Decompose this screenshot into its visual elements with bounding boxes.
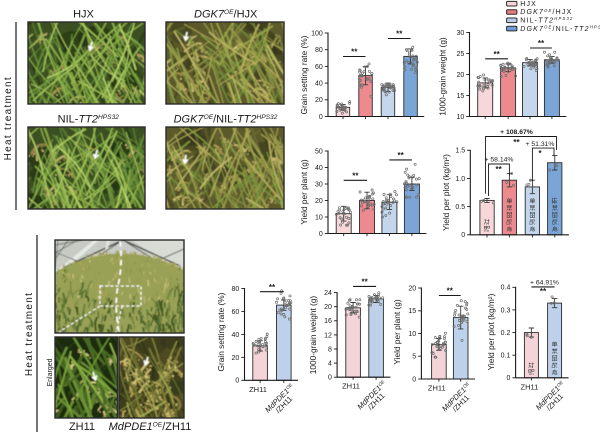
svg-text:MdPDE1OE/ZH11: MdPDE1OE/ZH11 bbox=[109, 421, 192, 433]
svg-text:**: ** bbox=[447, 287, 454, 296]
svg-text:Grain setting rate (%): Grain setting rate (%) bbox=[299, 35, 309, 114]
svg-text:0.4: 0.4 bbox=[501, 285, 511, 292]
svg-text:20: 20 bbox=[408, 285, 416, 292]
svg-text:**: ** bbox=[351, 48, 358, 57]
svg-text:20: 20 bbox=[232, 355, 240, 362]
svg-text:0: 0 bbox=[319, 114, 323, 121]
svg-text:+ 51.31%: + 51.31% bbox=[526, 141, 555, 148]
svg-text:20: 20 bbox=[315, 97, 323, 104]
svg-text:**: ** bbox=[396, 30, 403, 39]
svg-text:0: 0 bbox=[461, 232, 465, 239]
svg-text:80: 80 bbox=[232, 286, 240, 293]
svg-text:0: 0 bbox=[506, 375, 510, 382]
svg-text:ZH11: ZH11 bbox=[521, 382, 539, 391]
svg-text:0: 0 bbox=[235, 378, 239, 385]
svg-text:4: 4 bbox=[328, 361, 332, 368]
svg-text:HJX: HJX bbox=[73, 9, 94, 21]
svg-text:Yield per plot (kg/m²): Yield per plot (kg/m²) bbox=[486, 293, 496, 370]
svg-text:50: 50 bbox=[315, 148, 323, 155]
svg-text:12: 12 bbox=[324, 332, 332, 339]
svg-text:1000-grain weight (g): 1000-grain weight (g) bbox=[437, 37, 447, 116]
svg-text:15: 15 bbox=[457, 93, 465, 100]
svg-text:DGK7OE/HJX: DGK7OE/HJX bbox=[520, 8, 572, 16]
svg-text:NIL-TT2HPS32: NIL-TT2HPS32 bbox=[58, 114, 120, 126]
svg-text:*: * bbox=[538, 149, 542, 158]
svg-text:Yield per plot (kg/m²): Yield per plot (kg/m²) bbox=[441, 154, 451, 231]
svg-text:0: 0 bbox=[319, 231, 323, 238]
svg-text:16: 16 bbox=[324, 318, 332, 325]
svg-text:0.2: 0.2 bbox=[501, 330, 511, 337]
svg-text:20: 20 bbox=[324, 304, 332, 311]
svg-text:Heat treatment: Heat treatment bbox=[3, 76, 14, 160]
svg-text:1.0: 1.0 bbox=[455, 176, 465, 183]
svg-text:Heat treatment: Heat treatment bbox=[24, 292, 35, 376]
svg-text:**: ** bbox=[269, 283, 276, 292]
svg-text:0: 0 bbox=[328, 375, 332, 382]
svg-text:**: ** bbox=[361, 278, 368, 287]
svg-text:0.5: 0.5 bbox=[455, 204, 465, 211]
svg-text:Yield per plant (g): Yield per plant (g) bbox=[392, 299, 402, 364]
svg-text:**: ** bbox=[493, 50, 500, 59]
svg-text:60: 60 bbox=[315, 64, 323, 71]
svg-text:60: 60 bbox=[232, 309, 240, 316]
svg-text:DGK7OE/NIL-TT2HPS32: DGK7OE/NIL-TT2HPS32 bbox=[520, 25, 600, 33]
svg-text:5: 5 bbox=[412, 354, 416, 361]
svg-text:ZH11: ZH11 bbox=[69, 421, 95, 433]
svg-text:0.3: 0.3 bbox=[501, 307, 511, 314]
svg-text:HJX: HJX bbox=[520, 1, 537, 8]
svg-text:**: ** bbox=[513, 138, 520, 147]
svg-text:+ 108.67%: + 108.67% bbox=[500, 129, 533, 136]
svg-text:1.5: 1.5 bbox=[455, 148, 465, 155]
svg-text:Grain setting rate (%): Grain setting rate (%) bbox=[216, 292, 226, 371]
svg-text:20: 20 bbox=[457, 72, 465, 79]
svg-text:+ 64.91%: + 64.91% bbox=[530, 279, 559, 286]
svg-text:**: ** bbox=[397, 151, 404, 160]
svg-text:8: 8 bbox=[328, 346, 332, 353]
svg-text:30: 30 bbox=[315, 181, 323, 188]
svg-text:40: 40 bbox=[315, 165, 323, 172]
svg-text:100: 100 bbox=[311, 30, 323, 37]
svg-text:40: 40 bbox=[232, 332, 240, 339]
svg-text:25: 25 bbox=[457, 51, 465, 58]
svg-text:**: ** bbox=[538, 39, 545, 48]
svg-text:Enlarged: Enlarged bbox=[47, 358, 54, 386]
svg-text:1000-grain weight (g): 1000-grain weight (g) bbox=[308, 296, 318, 375]
svg-text:+ 58.14%: + 58.14% bbox=[485, 157, 514, 164]
svg-text:10: 10 bbox=[408, 331, 416, 338]
svg-text:Yield per plant (g): Yield per plant (g) bbox=[299, 159, 309, 224]
svg-text:40: 40 bbox=[315, 81, 323, 88]
svg-text:10: 10 bbox=[315, 214, 323, 221]
svg-text:ZH11: ZH11 bbox=[342, 382, 360, 391]
svg-text:ZH11: ZH11 bbox=[428, 384, 446, 393]
svg-text:ZH11: ZH11 bbox=[249, 385, 267, 394]
svg-text:0.1: 0.1 bbox=[501, 353, 511, 360]
svg-text:80: 80 bbox=[315, 47, 323, 54]
svg-text:24: 24 bbox=[324, 290, 332, 297]
svg-text:15: 15 bbox=[408, 308, 416, 315]
svg-text:DGK7OE/HJX: DGK7OE/HJX bbox=[194, 9, 258, 21]
svg-text:**: ** bbox=[540, 287, 547, 296]
svg-text:20: 20 bbox=[315, 198, 323, 205]
svg-text:0: 0 bbox=[412, 376, 416, 383]
svg-text:30: 30 bbox=[457, 30, 465, 37]
svg-text:**: ** bbox=[352, 172, 359, 181]
svg-text:DGK7OE/NIL-TT2HPS32: DGK7OE/NIL-TT2HPS32 bbox=[174, 114, 278, 126]
svg-text:10: 10 bbox=[457, 114, 465, 121]
svg-text:NIL-TT2HPS32: NIL-TT2HPS32 bbox=[520, 16, 573, 24]
svg-text:**: ** bbox=[495, 165, 502, 174]
